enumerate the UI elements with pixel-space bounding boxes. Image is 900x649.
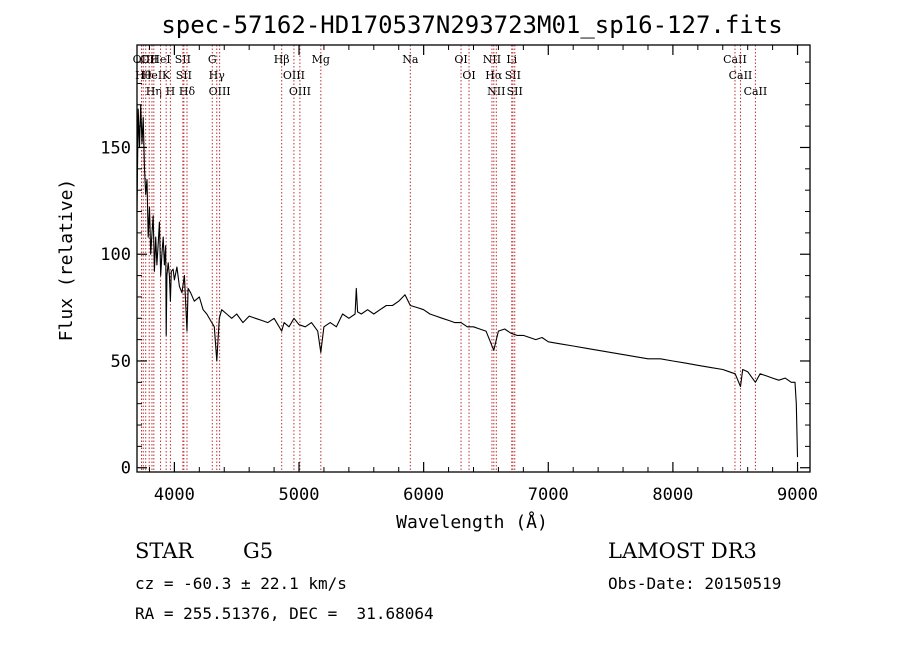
line-label: HeI <box>142 69 162 82</box>
y-tick-label: 50 <box>111 352 131 372</box>
survey-name: LAMOST DR3 <box>608 539 757 563</box>
line-label: Mg <box>312 53 330 66</box>
line-label: CaII <box>729 69 753 82</box>
line-label: OIII <box>283 69 305 82</box>
x-tick-label: 9000 <box>777 485 818 505</box>
line-label: CaII <box>723 53 747 66</box>
line-label: Hγ <box>209 69 226 82</box>
line-label: NII <box>483 53 501 66</box>
spectrum-layer <box>136 104 799 458</box>
line-label: OI <box>462 69 475 82</box>
line-label: H <box>166 85 176 98</box>
y-tick-label: 150 <box>100 138 131 158</box>
line-label: Hη <box>146 85 162 98</box>
line-label: Hα <box>485 69 503 82</box>
object-subclass: G5 <box>243 539 274 563</box>
spectral-line-markers: OIIHθOIIHeIHηHeIKHSIISIIHδGHγOIIIHβOIIIO… <box>133 45 768 472</box>
spectrum-series <box>136 104 799 458</box>
line-label: OIII <box>289 85 311 98</box>
line-label: HeI <box>150 53 170 66</box>
x-axis-label: Wavelength (Å) <box>396 511 548 533</box>
line-label: SII <box>507 85 523 98</box>
axes: 4000 5000 6000 7000 8000 9000 0 50 100 150 <box>100 44 818 505</box>
line-label: G <box>208 53 217 66</box>
y-tick-label: 100 <box>100 245 131 265</box>
chart-title: spec-57162-HD170537N293723M01_sp16-127.f… <box>161 11 782 39</box>
line-label: Na <box>402 53 419 66</box>
y-axis-label: Flux (relative) <box>56 179 77 342</box>
line-label: Li <box>506 53 517 66</box>
line-label: OIII <box>209 85 231 98</box>
plot-frame <box>136 44 811 473</box>
x-tick-label: 5000 <box>279 485 320 505</box>
x-tick-label: 8000 <box>652 485 693 505</box>
x-tick-label: 7000 <box>528 485 569 505</box>
y-tick-label: 0 <box>121 459 131 479</box>
line-label: SII <box>505 69 521 82</box>
line-label: K <box>162 69 171 82</box>
line-label: NII <box>487 85 505 98</box>
line-label: SII <box>176 69 192 82</box>
line-label: OI <box>454 53 467 66</box>
line-label: Hδ <box>179 85 196 98</box>
line-label: Hβ <box>274 53 290 66</box>
x-tick-label: 6000 <box>403 485 444 505</box>
redshift-value: cz = -60.3 ± 22.1 km/s <box>135 574 347 593</box>
line-label: CaII <box>744 85 768 98</box>
line-label: SII <box>175 53 191 66</box>
obs-date: Obs-Date: 20150519 <box>608 574 782 593</box>
x-tick-label: 4000 <box>154 485 195 505</box>
line-label: Hθ <box>135 69 152 82</box>
object-class: STAR <box>135 539 194 563</box>
coordinates: RA = 255.51376, DEC = 31.68064 <box>135 604 434 623</box>
